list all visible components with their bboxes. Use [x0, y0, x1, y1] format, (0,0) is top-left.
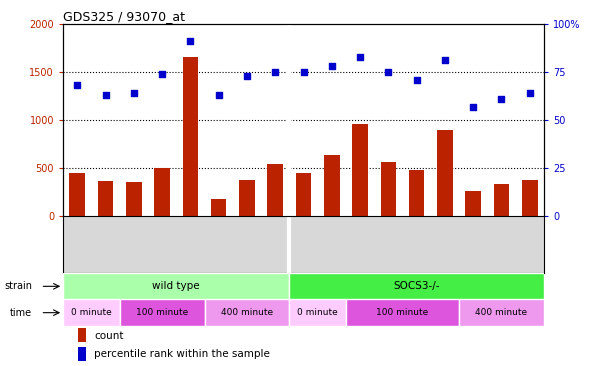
- Point: [101, 92, 111, 98]
- Point: [412, 77, 421, 83]
- Bar: [98, 181, 114, 216]
- Bar: [239, 180, 255, 216]
- Point: [73, 82, 82, 88]
- Bar: [437, 130, 453, 216]
- Text: GDS325 / 93070_at: GDS325 / 93070_at: [63, 10, 185, 23]
- Bar: [296, 173, 311, 216]
- Bar: [522, 180, 537, 216]
- Bar: [70, 173, 85, 216]
- Bar: [267, 164, 283, 216]
- Point: [440, 57, 450, 63]
- Bar: [289, 299, 346, 326]
- Point: [270, 69, 280, 75]
- Bar: [465, 191, 481, 216]
- Text: 100 minute: 100 minute: [136, 308, 188, 317]
- Bar: [154, 168, 170, 216]
- Bar: [459, 299, 544, 326]
- Text: strain: strain: [4, 281, 32, 291]
- Text: 0 minute: 0 minute: [297, 308, 338, 317]
- Point: [299, 69, 308, 75]
- Point: [468, 104, 478, 109]
- Text: count: count: [94, 331, 124, 341]
- Text: percentile rank within the sample: percentile rank within the sample: [94, 349, 270, 359]
- Bar: [380, 163, 396, 216]
- Bar: [324, 155, 340, 216]
- Bar: [78, 347, 86, 361]
- Text: 0 minute: 0 minute: [71, 308, 112, 317]
- Text: 400 minute: 400 minute: [475, 308, 528, 317]
- Point: [157, 71, 167, 77]
- Bar: [211, 199, 227, 216]
- Point: [186, 38, 195, 44]
- Bar: [183, 57, 198, 216]
- Bar: [493, 184, 509, 216]
- Point: [355, 53, 365, 59]
- Text: SOCS3-/-: SOCS3-/-: [394, 281, 440, 291]
- Point: [327, 63, 337, 69]
- Text: 400 minute: 400 minute: [221, 308, 273, 317]
- Point: [496, 96, 506, 102]
- Text: time: time: [10, 308, 32, 318]
- Bar: [126, 182, 142, 216]
- Point: [242, 73, 252, 79]
- Bar: [346, 299, 459, 326]
- Text: 100 minute: 100 minute: [376, 308, 429, 317]
- Bar: [120, 299, 204, 326]
- Bar: [63, 299, 120, 326]
- Point: [525, 90, 534, 96]
- Point: [129, 90, 139, 96]
- Point: [214, 92, 224, 98]
- Text: wild type: wild type: [153, 281, 200, 291]
- Bar: [289, 273, 544, 299]
- Bar: [63, 273, 289, 299]
- Bar: [78, 328, 86, 342]
- Bar: [352, 124, 368, 216]
- Bar: [409, 170, 424, 216]
- Point: [383, 69, 393, 75]
- Bar: [204, 299, 289, 326]
